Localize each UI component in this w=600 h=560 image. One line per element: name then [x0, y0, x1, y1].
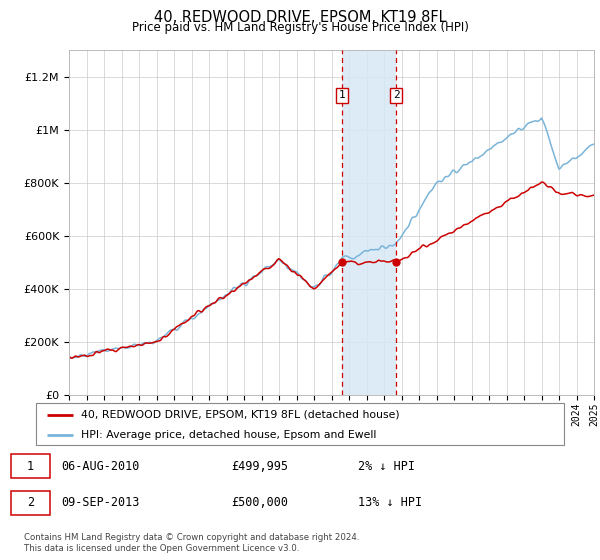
Text: 13% ↓ HPI: 13% ↓ HPI: [358, 496, 422, 509]
Text: £500,000: £500,000: [231, 496, 288, 509]
Text: Price paid vs. HM Land Registry's House Price Index (HPI): Price paid vs. HM Land Registry's House …: [131, 21, 469, 34]
Text: HPI: Average price, detached house, Epsom and Ewell: HPI: Average price, detached house, Epso…: [81, 430, 376, 440]
Text: Contains HM Land Registry data © Crown copyright and database right 2024.
This d: Contains HM Land Registry data © Crown c…: [24, 533, 359, 553]
FancyBboxPatch shape: [11, 491, 50, 515]
Bar: [342, 50, 396, 395]
Text: 2: 2: [393, 90, 400, 100]
FancyBboxPatch shape: [11, 454, 50, 478]
Text: 1: 1: [338, 90, 346, 100]
Text: 40, REDWOOD DRIVE, EPSOM, KT19 8FL: 40, REDWOOD DRIVE, EPSOM, KT19 8FL: [154, 10, 446, 25]
Text: 06-AUG-2010: 06-AUG-2010: [61, 460, 139, 473]
Text: 09-SEP-2013: 09-SEP-2013: [61, 496, 139, 509]
Text: 2% ↓ HPI: 2% ↓ HPI: [358, 460, 415, 473]
Text: 40, REDWOOD DRIVE, EPSOM, KT19 8FL (detached house): 40, REDWOOD DRIVE, EPSOM, KT19 8FL (deta…: [81, 409, 400, 419]
Text: 1: 1: [27, 460, 34, 473]
Text: 2: 2: [27, 496, 34, 509]
Text: £499,995: £499,995: [231, 460, 288, 473]
